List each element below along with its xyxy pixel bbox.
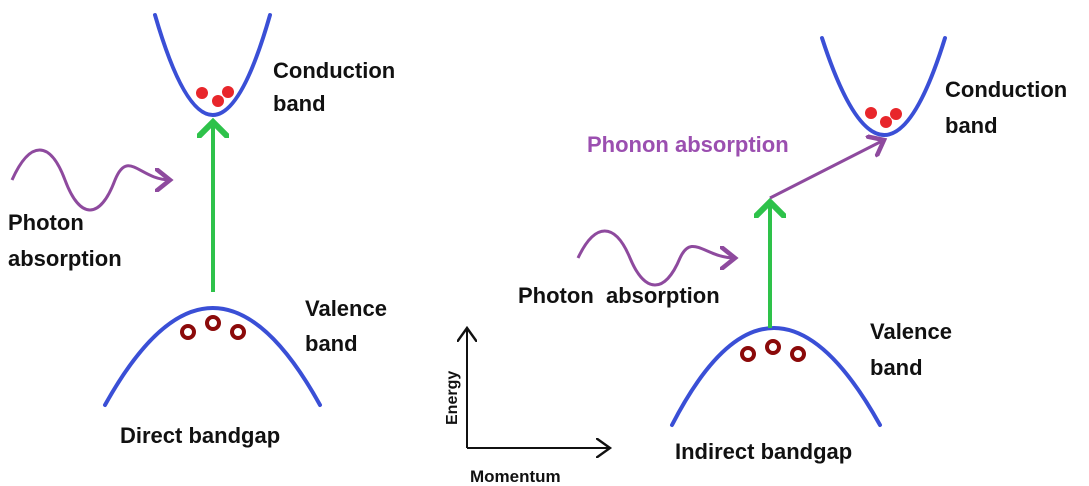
label: band: [305, 331, 358, 356]
label: Photon: [8, 210, 84, 235]
electron: [865, 107, 877, 119]
electron: [890, 108, 902, 120]
label: Valence: [870, 319, 952, 344]
hole: [205, 315, 221, 331]
label: band: [273, 91, 326, 116]
electron: [196, 87, 208, 99]
caption: Indirect bandgap: [675, 439, 852, 464]
photon-wave: [576, 229, 735, 287]
hole: [180, 324, 196, 340]
label: band: [870, 355, 923, 380]
phonon-arrow: [769, 140, 884, 200]
electron: [212, 95, 224, 107]
valence-band: [103, 306, 322, 407]
label: Phonon absorption: [587, 132, 789, 157]
hole: [230, 324, 246, 340]
photon-wave: [10, 148, 170, 212]
label: Photon absorption: [518, 283, 720, 308]
label: Conduction: [273, 58, 395, 83]
hole: [790, 346, 806, 362]
valence-band: [670, 326, 882, 427]
label: absorption: [8, 246, 122, 271]
label: Valence: [305, 296, 387, 321]
axis-label: Momentum: [470, 467, 561, 486]
electron: [222, 86, 234, 98]
label: Conduction: [945, 77, 1067, 102]
label: band: [945, 113, 998, 138]
caption: Direct bandgap: [120, 423, 280, 448]
hole: [740, 346, 756, 362]
axis-label: Energy: [444, 371, 461, 425]
electron: [880, 116, 892, 128]
hole: [765, 339, 781, 355]
conduction-band: [153, 13, 272, 117]
